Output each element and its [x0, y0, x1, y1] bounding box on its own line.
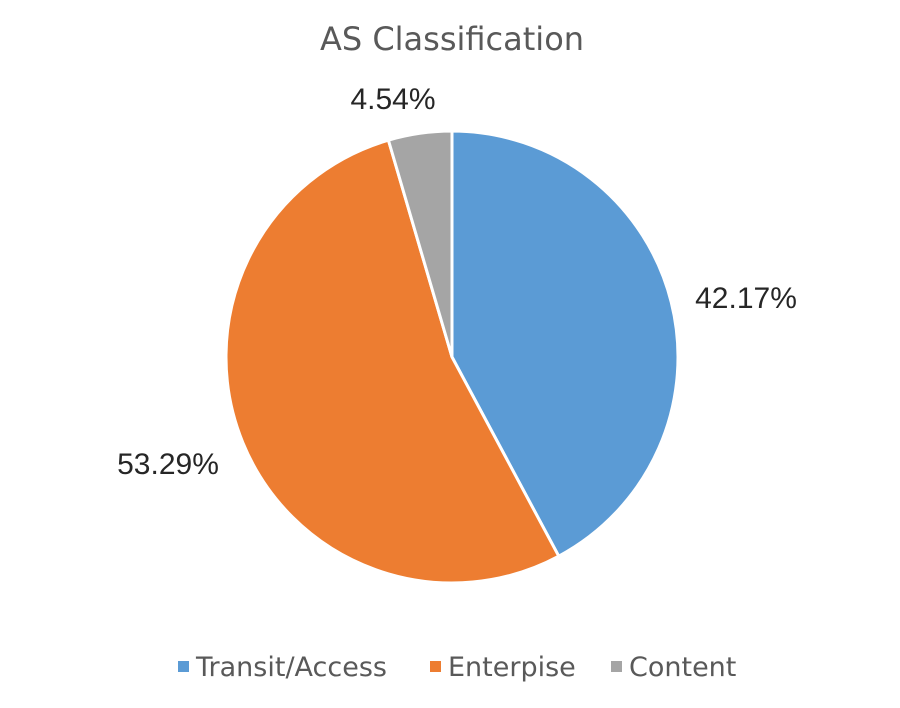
legend-label-content: Content [629, 652, 736, 683]
data-labels: 42.17% 53.29% 4.54% [117, 83, 797, 481]
legend-item-transit-access: Transit/Access [178, 652, 387, 683]
pie-slice-content [386, 129, 454, 359]
pie-slices [224, 129, 680, 585]
pie-slice-enterpise [224, 138, 561, 585]
legend-label-transit-access: Transit/Access [195, 652, 387, 683]
legend-label-enterpise: Enterpise [448, 652, 576, 683]
legend-swatch-transit-access [178, 661, 189, 672]
data-label-enterpise: 53.29% [117, 448, 219, 481]
data-label-content: 4.54% [350, 83, 435, 116]
legend-swatch-enterpise [430, 661, 441, 672]
pie-slice-transit-access [450, 129, 680, 558]
legend-swatch-content [611, 661, 622, 672]
data-label-transit-access: 42.17% [695, 282, 797, 315]
legend: Transit/Access Enterpise Content [178, 652, 736, 683]
legend-item-enterpise: Enterpise [430, 652, 576, 683]
chart-title: AS Classification [320, 20, 584, 58]
legend-item-content: Content [611, 652, 736, 683]
